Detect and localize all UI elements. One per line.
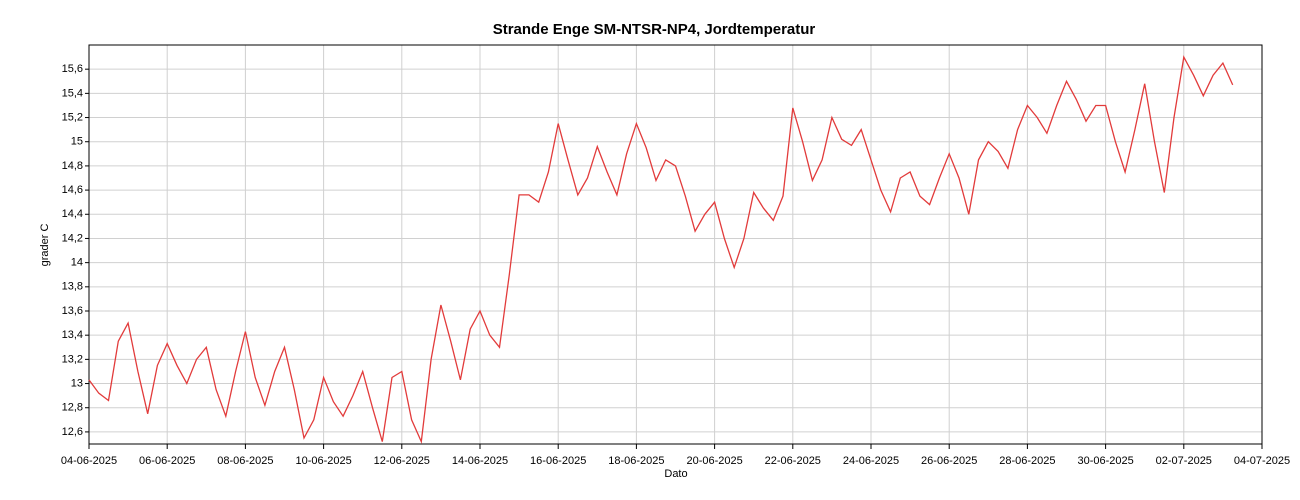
y-tick-label: 14,6: [62, 184, 83, 196]
x-tick-label: 28-06-2025: [999, 455, 1055, 467]
y-tick-label: 12,6: [62, 426, 83, 438]
y-tick-label: 15,4: [62, 87, 83, 99]
y-axis-label: grader C: [39, 224, 51, 267]
x-tick-label: 22-06-2025: [765, 455, 821, 467]
x-tick-label: 08-06-2025: [217, 455, 273, 467]
plot-frame: [88, 44, 1263, 445]
x-tick-label: 20-06-2025: [686, 455, 742, 467]
y-tick-label: 12,8: [62, 402, 83, 414]
y-tick-label: 13: [71, 377, 83, 389]
data-line: [88, 55, 1234, 445]
y-tick-label: 15: [71, 136, 83, 148]
y-tick-label: 14,8: [62, 160, 83, 172]
y-tick-label: 13,4: [62, 329, 83, 341]
x-axis-label: Dato: [664, 468, 687, 480]
y-tick-label: 14: [71, 257, 83, 269]
y-tick-label: 15,2: [62, 111, 83, 123]
y-tick-label: 14,2: [62, 232, 83, 244]
y-tick-label: 13,6: [62, 305, 83, 317]
x-tick-label: 26-06-2025: [921, 455, 977, 467]
y-tick-label: 14,4: [62, 208, 83, 220]
chart-title: Strande Enge SM-NTSR-NP4, Jordtemperatur: [493, 21, 816, 38]
x-tick-label: 12-06-2025: [374, 455, 430, 467]
y-tick-label: 15,6: [62, 63, 83, 75]
x-tick-label: 16-06-2025: [530, 455, 586, 467]
x-tick-label: 06-06-2025: [139, 455, 195, 467]
x-tick-label: 02-07-2025: [1156, 455, 1212, 467]
x-tick-label: 30-06-2025: [1077, 455, 1133, 467]
x-tick-label: 10-06-2025: [295, 455, 351, 467]
x-tick-label: 04-07-2025: [1234, 455, 1290, 467]
y-tick-label: 13,8: [62, 281, 83, 293]
x-tick-label: 04-06-2025: [61, 455, 117, 467]
x-tick-label: 14-06-2025: [452, 455, 508, 467]
x-tick-label: 18-06-2025: [608, 455, 664, 467]
x-tick-label: 24-06-2025: [843, 455, 899, 467]
y-tick-label: 13,2: [62, 353, 83, 365]
